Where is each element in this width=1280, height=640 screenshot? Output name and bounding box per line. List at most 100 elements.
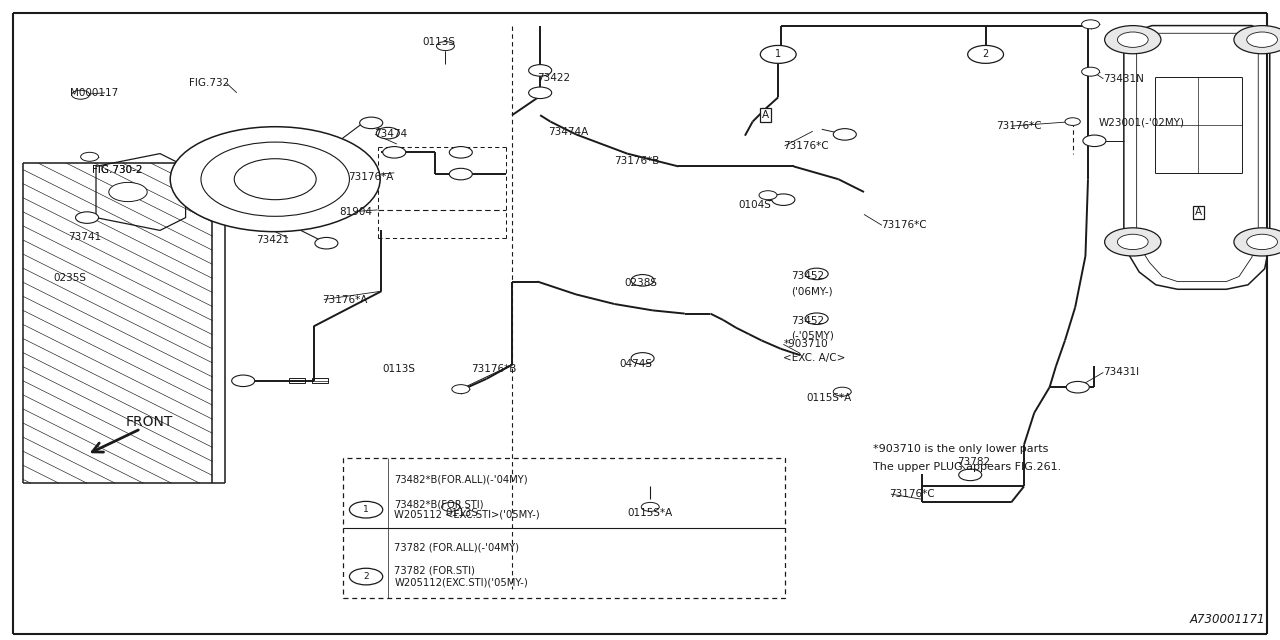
Text: 73176*C: 73176*C xyxy=(783,141,829,151)
Text: 2: 2 xyxy=(364,572,369,581)
Circle shape xyxy=(631,353,654,364)
Text: 1: 1 xyxy=(364,505,369,514)
Circle shape xyxy=(234,159,316,200)
Circle shape xyxy=(631,275,654,286)
Circle shape xyxy=(833,387,851,396)
Text: 73176*A: 73176*A xyxy=(348,172,393,182)
Text: A730001171: A730001171 xyxy=(1189,613,1265,626)
Text: 0113S: 0113S xyxy=(422,36,456,47)
Circle shape xyxy=(529,87,552,99)
Text: FIG.730-2: FIG.730-2 xyxy=(92,164,142,175)
Text: FRONT: FRONT xyxy=(125,415,173,429)
Circle shape xyxy=(360,117,383,129)
Circle shape xyxy=(232,375,255,387)
Circle shape xyxy=(376,127,399,139)
Circle shape xyxy=(452,385,470,394)
Text: 73482*B(FOR.ALL)(-'04MY): 73482*B(FOR.ALL)(-'04MY) xyxy=(394,474,527,484)
Circle shape xyxy=(76,212,99,223)
Text: 0115S*A: 0115S*A xyxy=(627,508,672,518)
Circle shape xyxy=(349,568,383,585)
Text: 81904: 81904 xyxy=(339,207,372,218)
Circle shape xyxy=(1082,20,1100,29)
Text: ('06MY-): ('06MY-) xyxy=(791,286,833,296)
Circle shape xyxy=(641,502,659,511)
Circle shape xyxy=(170,127,380,232)
Text: 0238S: 0238S xyxy=(625,278,658,288)
Circle shape xyxy=(805,268,828,280)
Circle shape xyxy=(449,168,472,180)
Text: W23001(-'02MY): W23001(-'02MY) xyxy=(1098,118,1184,128)
Circle shape xyxy=(81,152,99,161)
Text: The upper PLUG appears FIG.261.: The upper PLUG appears FIG.261. xyxy=(873,462,1061,472)
Text: 73782: 73782 xyxy=(957,457,991,467)
Text: 0115S*A: 0115S*A xyxy=(806,393,851,403)
Circle shape xyxy=(1234,26,1280,54)
Text: A: A xyxy=(762,110,769,120)
Text: 1: 1 xyxy=(776,49,781,60)
Bar xyxy=(289,378,305,383)
Circle shape xyxy=(1247,234,1277,250)
Text: 73176*C: 73176*C xyxy=(996,121,1042,131)
Text: 73421: 73421 xyxy=(256,235,289,245)
Circle shape xyxy=(109,182,147,202)
Text: 0113S: 0113S xyxy=(383,364,416,374)
Circle shape xyxy=(968,45,1004,63)
Text: 73782 (FOR.ALL)(-'04MY): 73782 (FOR.ALL)(-'04MY) xyxy=(394,542,520,552)
Circle shape xyxy=(805,313,828,324)
Text: W205112 <EXC.STI>('05MY-): W205112 <EXC.STI>('05MY-) xyxy=(394,509,540,520)
Text: 73452: 73452 xyxy=(791,316,824,326)
Circle shape xyxy=(1083,135,1106,147)
Text: 0235S: 0235S xyxy=(54,273,87,284)
Text: FIG.730-2: FIG.730-2 xyxy=(92,164,142,175)
Text: 2: 2 xyxy=(983,49,988,60)
Circle shape xyxy=(449,147,472,158)
Circle shape xyxy=(1082,67,1100,76)
Text: 73176*B: 73176*B xyxy=(471,364,516,374)
Circle shape xyxy=(1066,381,1089,393)
Circle shape xyxy=(1234,228,1280,256)
Text: 73431I: 73431I xyxy=(1103,367,1139,378)
Circle shape xyxy=(772,194,795,205)
Text: 73782 (FOR.STI): 73782 (FOR.STI) xyxy=(394,566,475,576)
Circle shape xyxy=(1117,32,1148,47)
Circle shape xyxy=(436,42,454,51)
Text: M000117: M000117 xyxy=(70,88,119,98)
Circle shape xyxy=(1065,118,1080,125)
Text: <EXC. A/C>: <EXC. A/C> xyxy=(783,353,846,364)
Circle shape xyxy=(759,191,777,200)
Text: 73452: 73452 xyxy=(791,271,824,282)
Text: 73176*C: 73176*C xyxy=(881,220,927,230)
Circle shape xyxy=(315,237,338,249)
Text: W205112(EXC.STI)('05MY-): W205112(EXC.STI)('05MY-) xyxy=(394,577,527,588)
Text: *903710: *903710 xyxy=(783,339,828,349)
Text: 73176*A: 73176*A xyxy=(323,294,367,305)
Circle shape xyxy=(349,501,383,518)
Text: 0474S: 0474S xyxy=(620,358,653,369)
Circle shape xyxy=(959,469,982,481)
Text: A: A xyxy=(1194,207,1202,218)
Circle shape xyxy=(383,147,406,158)
Bar xyxy=(312,378,328,383)
Text: 73741: 73741 xyxy=(68,232,101,242)
Text: 0113S: 0113S xyxy=(445,508,479,518)
Text: *903710 is the only lower parts: *903710 is the only lower parts xyxy=(873,444,1048,454)
Circle shape xyxy=(442,502,460,511)
Circle shape xyxy=(529,65,552,76)
Circle shape xyxy=(760,45,796,63)
Text: 73422: 73422 xyxy=(538,73,571,83)
Text: 73474: 73474 xyxy=(374,129,407,140)
Text: 73474A: 73474A xyxy=(548,127,588,138)
Bar xyxy=(23,163,212,483)
Text: 73431N: 73431N xyxy=(1103,74,1144,84)
Circle shape xyxy=(201,142,349,216)
Text: 73176*B: 73176*B xyxy=(614,156,659,166)
Circle shape xyxy=(833,129,856,140)
Circle shape xyxy=(1105,228,1161,256)
Text: 73482*B(FOR.STI): 73482*B(FOR.STI) xyxy=(394,500,484,510)
Circle shape xyxy=(1247,32,1277,47)
Text: (-'05MY): (-'05MY) xyxy=(791,331,833,341)
Text: 73176*C: 73176*C xyxy=(890,489,936,499)
Text: 0104S: 0104S xyxy=(739,200,772,210)
Text: FIG.732: FIG.732 xyxy=(189,78,229,88)
Circle shape xyxy=(72,90,90,99)
